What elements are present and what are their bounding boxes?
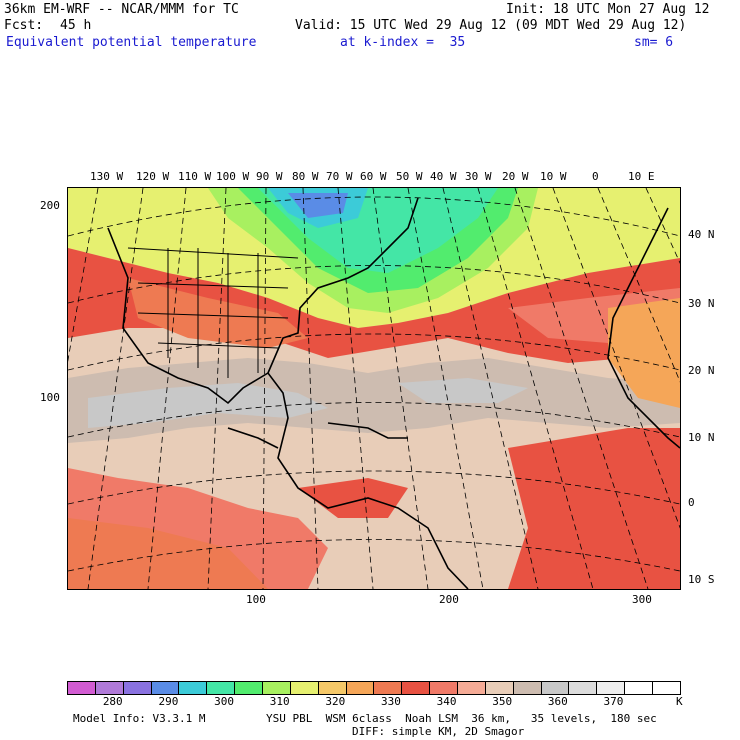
lon-label: 10 E	[628, 170, 655, 183]
colorbar-unit: K	[676, 695, 683, 708]
graticule	[68, 188, 680, 589]
forecast-label: Fcst:	[4, 18, 44, 33]
colorbar-swatch	[402, 682, 431, 694]
colorbar-swatch	[597, 682, 626, 694]
political-boundaries	[127, 247, 299, 378]
colorbar-label: 370	[603, 695, 624, 708]
dry-air-band	[68, 358, 680, 443]
colorbar-label: 360	[547, 695, 568, 708]
colorbar-swatch	[95, 682, 124, 694]
colorbar-label: 350	[492, 695, 513, 708]
colorbar-swatch	[625, 682, 654, 694]
lon-label: 60 W	[360, 170, 387, 183]
colorbar-swatch	[653, 682, 680, 694]
smoothing-label: sm= 6	[634, 35, 674, 50]
lat-label: 10 S	[688, 573, 715, 586]
colorbar-swatch	[235, 682, 264, 694]
grid-tick-bottom: 100	[246, 593, 266, 606]
level-label: at k-index = 35	[340, 35, 466, 50]
sahara-region	[608, 298, 680, 408]
colorbar-swatch	[263, 682, 291, 694]
map-graphic	[68, 188, 680, 589]
warm-tropical-region	[298, 478, 408, 518]
lon-label: 30 W	[465, 170, 492, 183]
valid-time: Valid: 15 UTC Wed 29 Aug 12 (09 MDT Wed …	[295, 18, 687, 33]
lat-label: 40 N	[688, 228, 715, 241]
colorbar-swatch	[541, 682, 570, 694]
grid-tick-bottom: 300	[632, 593, 652, 606]
colorbar-swatch	[123, 682, 152, 694]
lat-label: 30 N	[688, 297, 715, 310]
colorbar-swatch	[374, 682, 403, 694]
lon-label: 10 W	[540, 170, 567, 183]
colorbar-swatch	[458, 682, 486, 694]
colorbar-swatch	[569, 682, 598, 694]
lon-label: 70 W	[326, 170, 353, 183]
colorbar-swatch	[151, 682, 180, 694]
colorbar-label: 320	[325, 695, 346, 708]
diffusion-info: DIFF: simple KM, 2D Smagor	[352, 725, 525, 738]
lon-label: 130 W	[90, 170, 124, 183]
colorbar-label: 300	[214, 695, 234, 708]
colorbar-swatch	[430, 682, 459, 694]
grid-tick-left: 100	[40, 391, 60, 404]
lon-label: 100 W	[216, 170, 250, 183]
lon-label: 20 W	[502, 170, 529, 183]
warm-moist-band	[68, 248, 680, 363]
warm-tropical-region	[508, 428, 680, 589]
lon-label: 50 W	[396, 170, 423, 183]
lon-label: 120 W	[136, 170, 170, 183]
physics-info: YSU PBL WSM 6class Noah LSM 36 km, 35 le…	[266, 712, 657, 725]
dry-air-band	[88, 383, 328, 428]
grid-tick-bottom: 200	[439, 593, 459, 606]
lat-label: 10 N	[688, 431, 715, 444]
field-name: Equivalent potential temperature	[6, 35, 257, 50]
forecast-hours: 45 h	[60, 18, 92, 33]
lon-label: 80 W	[292, 170, 319, 183]
lon-label: 90 W	[256, 170, 283, 183]
lat-label: 0	[688, 496, 695, 509]
dry-air-band	[398, 378, 528, 403]
colorbar-swatch	[290, 682, 319, 694]
colorbar-swatch	[346, 682, 375, 694]
coldest-air-region	[288, 193, 348, 218]
grid-tick-left: 200	[40, 199, 60, 212]
warm-moist-band	[128, 278, 308, 348]
colorbar-swatch	[68, 682, 96, 694]
model-title: 36km EM-WRF -- NCAR/MMM for TC	[4, 2, 239, 17]
model-info: Model Info: V3.3.1 M	[73, 712, 206, 725]
colorbar-label: 340	[436, 695, 457, 708]
lon-label: 0	[592, 170, 599, 183]
lat-label: 20 N	[688, 364, 715, 377]
colorbar	[67, 681, 681, 695]
theta-e-map	[67, 187, 681, 590]
colorbar-swatch	[179, 682, 208, 694]
lon-label: 110 W	[178, 170, 212, 183]
coastlines	[107, 197, 680, 589]
colorbar-swatch	[318, 682, 347, 694]
colorbar-swatch	[513, 682, 542, 694]
colorbar-swatch	[485, 682, 514, 694]
init-time: Init: 18 UTC Mon 27 Aug 12	[506, 2, 710, 17]
lon-label: 40 W	[430, 170, 457, 183]
colorbar-label: 330	[381, 695, 401, 708]
colorbar-label: 280	[102, 695, 123, 708]
colorbar-label: 310	[269, 695, 290, 708]
colorbar-swatch	[207, 682, 236, 694]
colorbar-label: 290	[158, 695, 179, 708]
